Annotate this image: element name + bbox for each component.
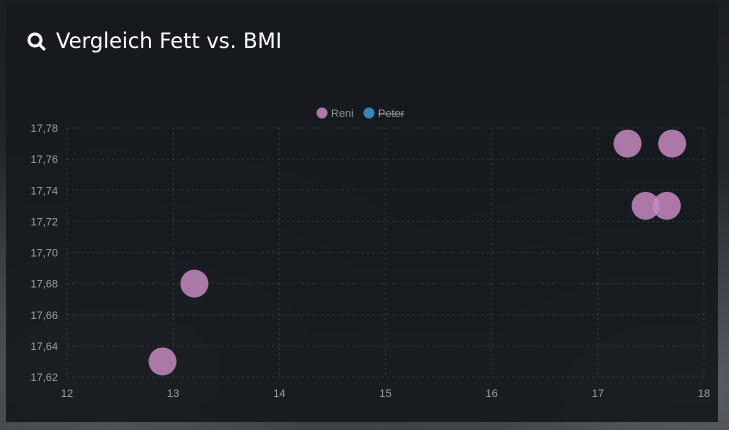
y-axis: 17,62 17,64 17,66 17,68 17,70 17,72 17,74 17,76… (30, 123, 58, 384)
data-point[interactable] (631, 191, 660, 220)
x-tick-label: 17 (592, 388, 604, 400)
chart-card (6, 4, 718, 422)
chart-grid (66, 127, 705, 378)
search-icon (27, 32, 46, 51)
legend-label: Reni (331, 108, 354, 120)
x-tick-label: 12 (61, 388, 73, 400)
data-point[interactable] (652, 191, 681, 220)
y-tick-label: 17,78 (30, 123, 58, 135)
data-point[interactable] (180, 269, 209, 298)
y-tick-label: 17,66 (30, 310, 58, 322)
header: Vergleich Fett vs. BMI (26, 26, 282, 56)
data-point[interactable] (613, 129, 642, 158)
legend-marker (316, 107, 328, 119)
y-tick-label: 17,74 (30, 185, 58, 197)
legend-label: Peter (378, 108, 405, 120)
data-point[interactable] (148, 347, 177, 376)
chart-legend: Reni Peter (316, 107, 405, 121)
y-tick-label: 17,68 (30, 279, 58, 291)
x-tick-label: 13 (167, 388, 179, 400)
legend-item[interactable]: Peter (363, 107, 405, 121)
legend-marker (363, 107, 375, 119)
y-tick-label: 17,62 (30, 372, 58, 384)
x-tick-label: 18 (698, 388, 710, 400)
x-axis: 12 13 14 15 16 17 18 (61, 388, 710, 400)
page-title: Vergleich Fett vs. BMI (56, 29, 282, 53)
y-tick-label: 17,64 (30, 341, 58, 353)
legend-item[interactable]: Reni (316, 107, 354, 121)
x-tick-label: 16 (486, 388, 498, 400)
y-tick-label: 17,70 (30, 248, 58, 260)
y-tick-label: 17,76 (30, 154, 58, 166)
x-tick-label: 14 (273, 388, 285, 400)
x-tick-label: 15 (379, 388, 391, 400)
data-point[interactable] (658, 129, 687, 158)
chart-points (148, 129, 687, 376)
y-tick-label: 17,72 (30, 216, 58, 228)
